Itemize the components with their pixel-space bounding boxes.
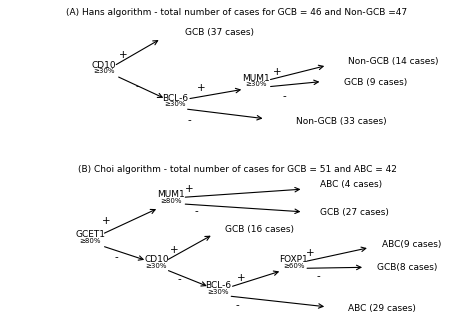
Text: -: - (136, 81, 139, 91)
Text: ABC(9 cases): ABC(9 cases) (382, 240, 441, 249)
Text: ≥30%: ≥30% (93, 68, 115, 74)
Text: GCB (37 cases): GCB (37 cases) (185, 28, 254, 38)
Text: ≥30%: ≥30% (164, 101, 186, 107)
Text: ≥80%: ≥80% (160, 198, 182, 204)
Text: ABC (4 cases): ABC (4 cases) (320, 180, 382, 189)
Text: -: - (114, 252, 118, 262)
Text: +: + (273, 67, 282, 77)
Text: +: + (237, 273, 245, 283)
Text: -: - (235, 300, 239, 310)
Text: GCB(8 cases): GCB(8 cases) (377, 263, 437, 272)
Text: MUM1: MUM1 (242, 74, 270, 83)
Text: Non-GCB (33 cases): Non-GCB (33 cases) (296, 116, 387, 126)
Text: GCET1: GCET1 (75, 230, 105, 239)
Text: +: + (119, 50, 128, 60)
Text: +: + (197, 83, 206, 93)
Text: -: - (283, 91, 286, 101)
Text: BCL-6: BCL-6 (162, 93, 189, 103)
Text: +: + (102, 216, 111, 226)
Text: -: - (188, 115, 191, 125)
Text: ≥60%: ≥60% (283, 263, 305, 269)
Text: MUM1: MUM1 (157, 190, 184, 199)
Text: CD10: CD10 (92, 60, 117, 70)
Text: +: + (185, 184, 194, 194)
Text: (B) Choi algorithm - total number of cases for GCB = 51 and ABC = 42: (B) Choi algorithm - total number of cas… (78, 165, 396, 174)
Text: (A) Hans algorithm - total number of cases for GCB = 46 and Non-GCB =47: (A) Hans algorithm - total number of cas… (66, 8, 408, 17)
Text: ABC (29 cases): ABC (29 cases) (348, 304, 416, 313)
Text: +: + (306, 248, 315, 258)
Text: Non-GCB (14 cases): Non-GCB (14 cases) (348, 56, 439, 66)
Text: -: - (195, 206, 199, 216)
Text: -: - (177, 275, 181, 284)
Text: +: + (170, 245, 179, 255)
Text: FOXP1: FOXP1 (280, 254, 308, 264)
Text: ≥30%: ≥30% (146, 263, 167, 269)
Text: BCL-6: BCL-6 (205, 281, 231, 290)
Text: GCB (9 cases): GCB (9 cases) (344, 78, 407, 87)
Text: ≥80%: ≥80% (79, 238, 101, 244)
Text: GCB (16 cases): GCB (16 cases) (225, 225, 294, 234)
Text: ≥30%: ≥30% (245, 81, 267, 87)
Text: ≥30%: ≥30% (207, 289, 229, 295)
Text: CD10: CD10 (144, 254, 169, 264)
Text: GCB (27 cases): GCB (27 cases) (320, 208, 389, 217)
Text: -: - (317, 271, 320, 281)
